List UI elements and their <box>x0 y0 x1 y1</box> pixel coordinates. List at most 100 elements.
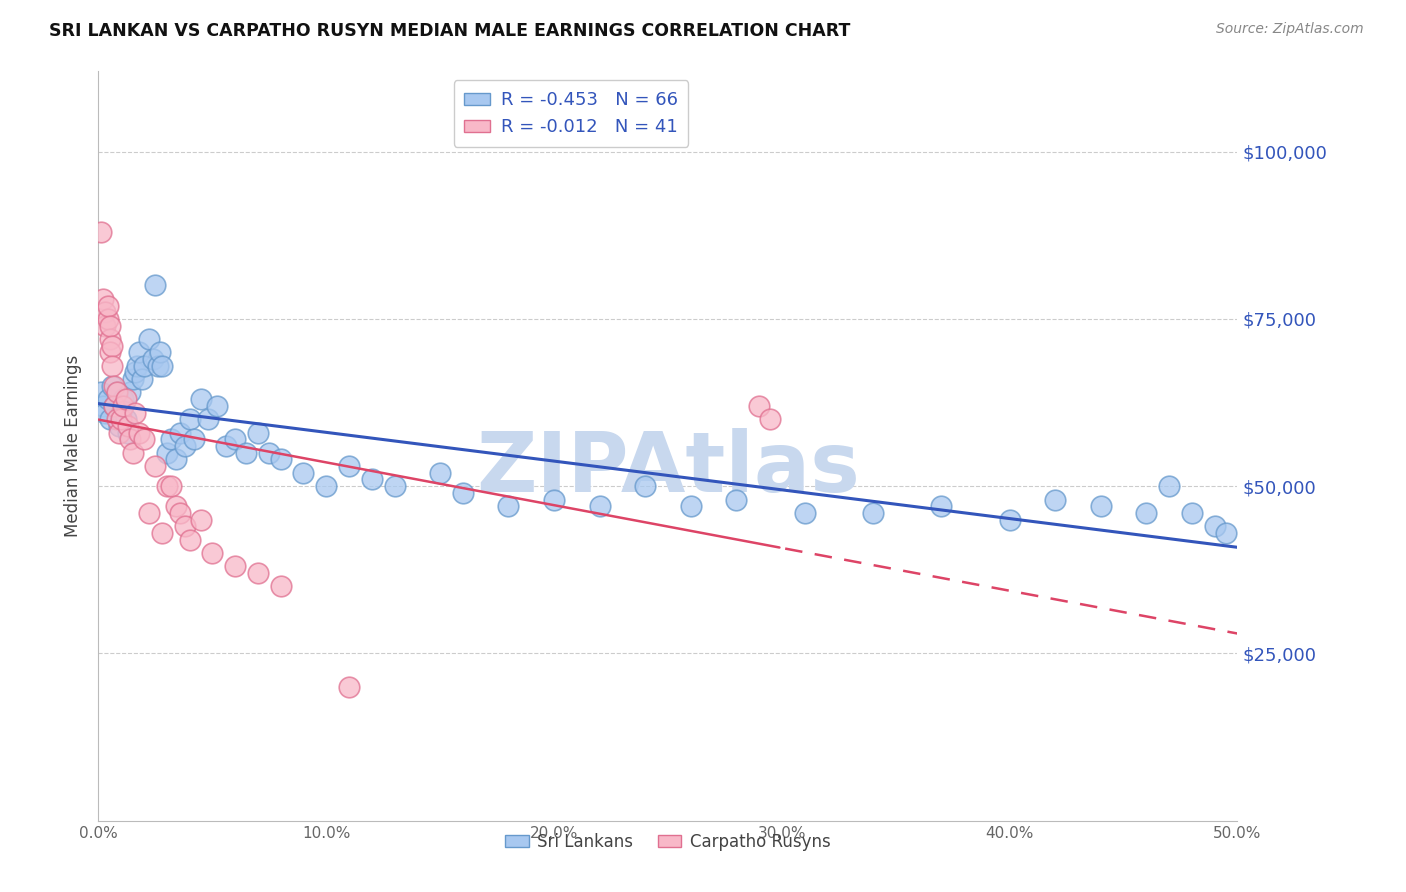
Point <box>103 399 125 413</box>
Point <box>759 412 782 426</box>
Point <box>91 399 114 413</box>
Point <box>1215 526 1237 541</box>
Point <box>138 506 160 520</box>
Point <box>1043 492 1066 507</box>
Point <box>246 425 269 440</box>
Point <box>1135 506 1157 520</box>
Text: Source: ZipAtlas.com: Source: ZipAtlas.com <box>1216 22 1364 37</box>
Point <box>96 312 118 326</box>
Point <box>201 546 224 560</box>
Point <box>117 425 139 440</box>
Point <box>160 433 183 447</box>
Point <box>679 500 702 514</box>
Point <box>94 405 117 420</box>
Point <box>94 318 117 333</box>
Point <box>1204 519 1226 533</box>
Point <box>138 332 160 346</box>
Point <box>101 359 124 373</box>
Point <box>145 278 167 293</box>
Point <box>156 479 179 493</box>
Point <box>105 412 128 426</box>
Point <box>105 385 128 400</box>
Point <box>169 425 191 440</box>
Point <box>543 492 565 507</box>
Point <box>121 446 143 460</box>
Point <box>337 680 360 694</box>
Point <box>292 466 315 480</box>
Point <box>96 298 118 313</box>
Point <box>588 500 610 514</box>
Text: SRI LANKAN VS CARPATHO RUSYN MEDIAN MALE EARNINGS CORRELATION CHART: SRI LANKAN VS CARPATHO RUSYN MEDIAN MALE… <box>49 22 851 40</box>
Point <box>224 433 246 447</box>
Point <box>384 479 406 493</box>
Point <box>98 318 121 333</box>
Point <box>183 433 205 447</box>
Point <box>124 366 146 380</box>
Point <box>862 506 884 520</box>
Point <box>128 425 150 440</box>
Point <box>169 506 191 520</box>
Point <box>98 332 121 346</box>
Point <box>270 580 292 594</box>
Point <box>108 425 131 440</box>
Point <box>98 412 121 426</box>
Point <box>360 473 382 487</box>
Point <box>156 446 179 460</box>
Point <box>103 399 125 413</box>
Point <box>725 492 748 507</box>
Point <box>315 479 337 493</box>
Point <box>793 506 815 520</box>
Point <box>145 458 167 473</box>
Point <box>998 512 1021 526</box>
Point <box>94 305 117 319</box>
Point <box>205 399 228 413</box>
Point <box>160 479 183 493</box>
Point <box>112 392 135 407</box>
Point <box>634 479 657 493</box>
Point <box>105 385 128 400</box>
Point <box>110 412 132 426</box>
Point <box>120 385 142 400</box>
Point <box>150 526 173 541</box>
Point <box>149 345 172 359</box>
Point <box>165 500 187 514</box>
Point <box>142 351 165 366</box>
Point <box>121 372 143 386</box>
Point <box>215 439 238 453</box>
Point <box>1181 506 1204 520</box>
Point <box>451 485 474 500</box>
Point <box>112 399 135 413</box>
Point <box>108 419 131 434</box>
Point <box>1157 479 1180 493</box>
Point <box>90 385 112 400</box>
Point <box>1090 500 1112 514</box>
Point <box>146 359 169 373</box>
Point <box>337 458 360 473</box>
Legend: Sri Lankans, Carpatho Rusyns: Sri Lankans, Carpatho Rusyns <box>499 826 837 857</box>
Y-axis label: Median Male Earnings: Median Male Earnings <box>65 355 83 537</box>
Point <box>96 392 118 407</box>
Point <box>748 399 770 413</box>
Point <box>101 378 124 392</box>
Point <box>101 338 124 352</box>
Text: ZIPAtlas: ZIPAtlas <box>475 428 860 509</box>
Point <box>117 419 139 434</box>
Point <box>224 559 246 574</box>
Point <box>98 345 121 359</box>
Point <box>132 359 155 373</box>
Point <box>110 405 132 420</box>
Point <box>270 452 292 467</box>
Point <box>179 533 201 547</box>
Point <box>114 392 136 407</box>
Point <box>128 345 150 359</box>
Point <box>120 433 142 447</box>
Point <box>124 405 146 420</box>
Point <box>197 412 219 426</box>
Point <box>103 378 125 392</box>
Point <box>429 466 451 480</box>
Point <box>179 412 201 426</box>
Point <box>190 512 212 526</box>
Point <box>127 359 149 373</box>
Point <box>235 446 257 460</box>
Point <box>131 372 153 386</box>
